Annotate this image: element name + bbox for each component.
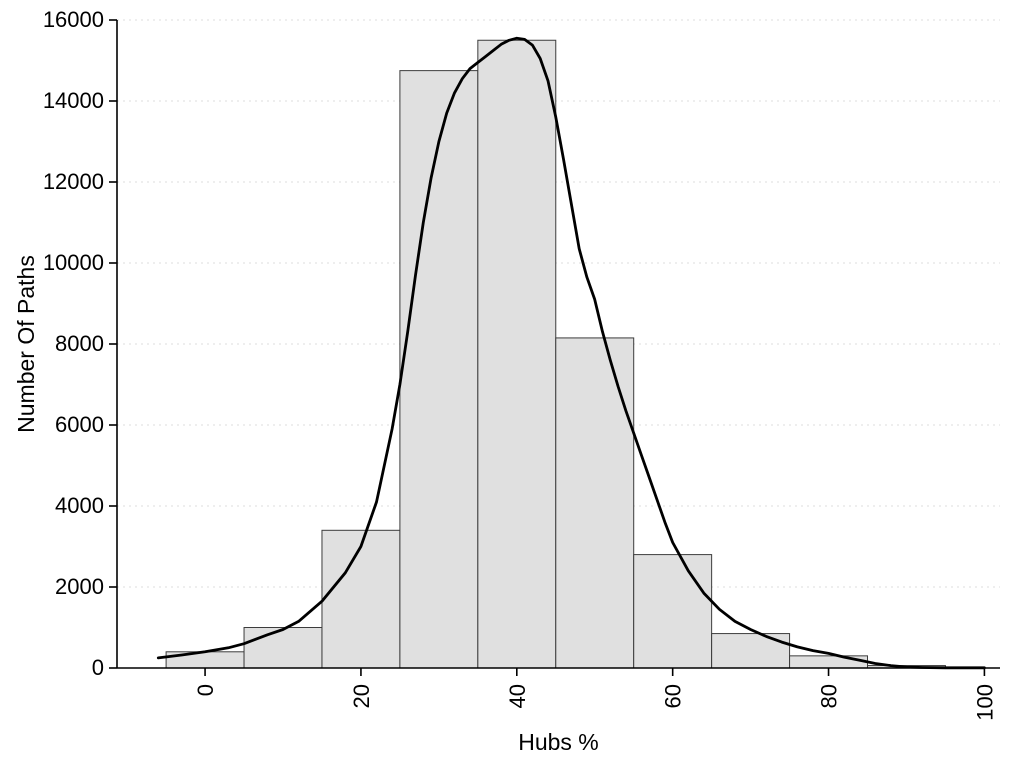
histogram-bar — [243, 627, 323, 669]
x-tick-label: 0 — [193, 684, 218, 696]
y-tick-label: 12000 — [43, 169, 104, 194]
y-axis-title: Number Of Paths — [13, 255, 39, 433]
x-tick-label: 100 — [972, 684, 997, 721]
y-tick-label: 0 — [92, 655, 104, 680]
density-curve — [156, 36, 986, 670]
histogram-bar — [555, 337, 635, 669]
x-tick-label: 80 — [817, 684, 842, 708]
y-tick-label: 8000 — [55, 331, 104, 356]
x-axis-title: Hubs % — [518, 729, 599, 755]
y-tick-label: 6000 — [55, 412, 104, 437]
y-tick-label: 14000 — [43, 88, 104, 113]
histogram-bar — [321, 529, 401, 669]
histogram-bar — [711, 633, 791, 669]
histogram-bars — [165, 39, 946, 669]
histogram-bar — [789, 655, 869, 669]
histogram-bar — [399, 70, 479, 669]
histogram-bar — [477, 39, 557, 669]
x-tick-label: 60 — [661, 684, 686, 708]
histogram-bar — [633, 554, 713, 669]
x-tick-label: 40 — [505, 684, 530, 708]
axes: 0 2000 4000 6000 8000 10000 12000 14000 16000 0 20… — [43, 7, 1000, 721]
y-tick-label: 4000 — [55, 493, 104, 518]
y-tick-label: 10000 — [43, 250, 104, 275]
x-tick-label: 20 — [349, 684, 374, 708]
y-tick-label: 16000 — [43, 7, 104, 32]
y-tick-label: 2000 — [55, 574, 104, 599]
